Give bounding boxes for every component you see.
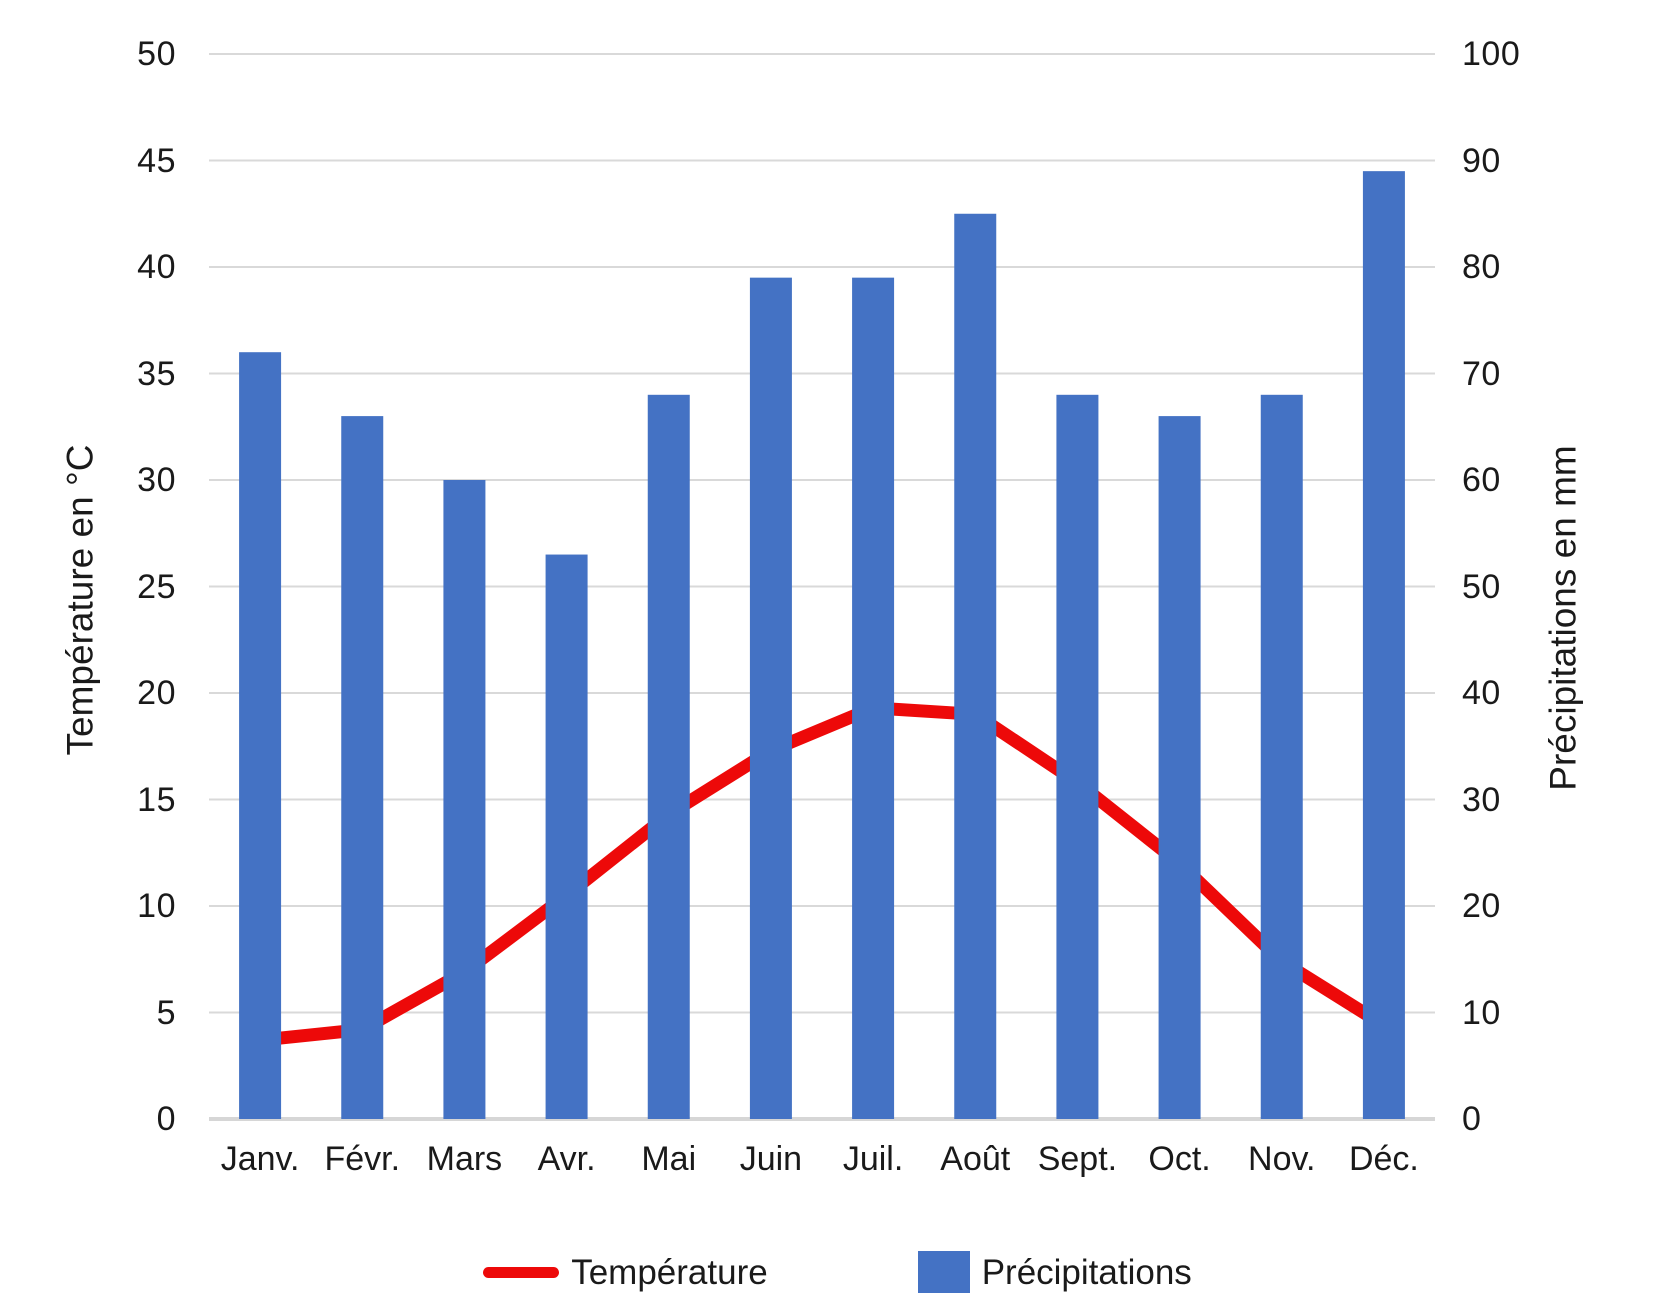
right-axis-tick: 60 xyxy=(1462,461,1501,499)
x-axis-label: Févr. xyxy=(324,1140,401,1178)
left-axis-tick: 40 xyxy=(137,248,176,286)
legend-item-precipitations: Précipitations xyxy=(917,1251,1192,1293)
legend-line-swatch xyxy=(483,1266,560,1278)
left-axis-tick: 5 xyxy=(156,993,176,1032)
precipitation-bar xyxy=(647,394,690,1119)
left-axis-tick: 30 xyxy=(137,461,176,499)
left-axis-tick: 25 xyxy=(137,567,176,606)
right-axis-tick: 40 xyxy=(1462,674,1501,712)
precipitation-bar xyxy=(954,213,997,1119)
right-axis-tick: 30 xyxy=(1462,780,1501,819)
left-axis-tick: 15 xyxy=(137,780,176,819)
precipitation-bar xyxy=(443,480,486,1119)
precipitation-bar xyxy=(749,277,792,1119)
precipitation-bar xyxy=(1362,171,1405,1119)
x-axis-label: Juin xyxy=(739,1140,803,1178)
x-axis-label: Avr. xyxy=(537,1140,596,1178)
left-axis-tick: 45 xyxy=(137,141,176,180)
legend-label: Précipitations xyxy=(981,1252,1192,1292)
x-axis-label: Août xyxy=(940,1140,1011,1178)
x-axis-label: Oct. xyxy=(1148,1140,1211,1178)
precipitation-bar xyxy=(545,554,588,1119)
right-axis-tick: 0 xyxy=(1462,1100,1482,1138)
left-axis-tick: 35 xyxy=(137,354,176,393)
left-axis-tick: 10 xyxy=(137,887,176,925)
x-axis-label: Mai xyxy=(641,1140,697,1178)
legend: Température Précipitations xyxy=(0,1242,1675,1302)
right-axis-tick: 20 xyxy=(1462,887,1501,925)
left-axis-tick: 20 xyxy=(137,674,176,712)
precipitation-bar xyxy=(341,416,384,1120)
x-axis-label: Mars xyxy=(426,1140,503,1178)
right-axis-title: Précipitations en mm xyxy=(1542,445,1584,791)
legend-bar-swatch xyxy=(917,1251,970,1293)
right-axis-tick: 100 xyxy=(1462,35,1521,73)
x-axis-label: Sept. xyxy=(1037,1140,1118,1178)
precipitation-bar xyxy=(239,352,282,1119)
precipitation-bar xyxy=(1158,416,1201,1120)
legend-item-temperature: Température xyxy=(483,1252,768,1292)
right-axis-tick: 90 xyxy=(1462,141,1501,180)
right-axis-tick: 50 xyxy=(1462,567,1501,606)
x-axis-label: Janv. xyxy=(220,1140,300,1178)
left-axis-tick: 50 xyxy=(137,35,176,73)
x-axis-label: Nov. xyxy=(1248,1140,1316,1178)
precipitation-bar xyxy=(1260,394,1303,1119)
right-axis-tick: 80 xyxy=(1462,248,1501,286)
legend-label: Température xyxy=(571,1252,768,1292)
right-axis-tick: 10 xyxy=(1462,993,1501,1032)
x-axis-label: Juil. xyxy=(842,1140,904,1178)
precipitation-bar xyxy=(852,277,895,1119)
precipitation-bar xyxy=(1056,394,1099,1119)
x-axis-label: Déc. xyxy=(1348,1140,1419,1178)
left-axis-tick: 0 xyxy=(156,1100,176,1138)
right-axis-tick: 70 xyxy=(1462,354,1501,393)
temperature-line xyxy=(253,701,1391,1047)
